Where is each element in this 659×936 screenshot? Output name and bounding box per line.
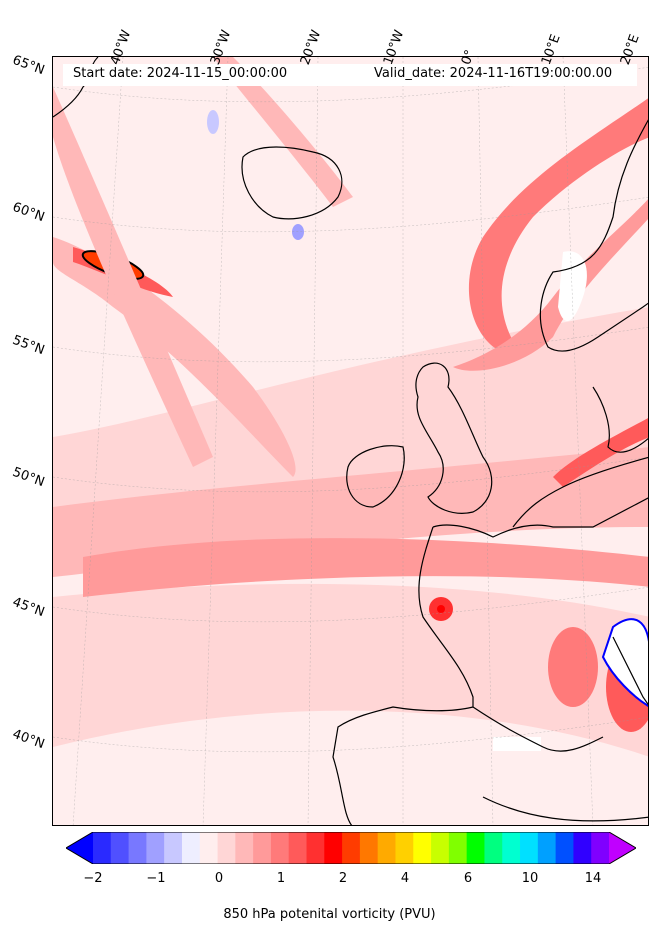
pv-streak-ne-1 [469,98,648,357]
colorbar-swatch [591,832,610,864]
pv-negative-patch-3 [493,737,541,751]
lat-label-65n: 65°N [10,52,47,79]
pv-band-medium-2 [83,538,648,597]
colorbar-tick: −1 [146,871,166,886]
lat-label-55n: 55°N [10,332,47,359]
pv-streak-ne-3 [553,418,648,487]
colorbar-swatch [324,832,343,864]
colorbar-swatch [537,832,557,864]
colorbar-swatch [181,832,201,864]
colorbar-swatch [93,832,112,864]
lat-label-50n: 50°N [10,464,47,491]
colorbar-swatch [502,832,521,864]
colorbar-swatch [288,832,308,864]
colorbar-swatch [164,832,183,864]
colorbar-swatch [573,832,592,864]
pv-negative-patch-2 [558,251,587,321]
colorbar-tick: 14 [584,871,602,886]
lat-label-40n: 40°N [10,726,47,753]
colorbar-swatch [555,832,574,864]
colorbar-tick: 0 [214,871,224,886]
colorbar-swatch [342,832,361,864]
colorbar-tick: 2 [338,871,348,886]
colorbar-swatch [253,832,272,864]
colorbar-swatch [359,832,379,864]
colorbar-swatch [448,832,468,864]
colorbar-tick: 4 [400,871,410,886]
pv-streak-ne-2 [453,199,648,371]
colorbar-swatch [235,832,254,864]
colorbar-swatch [466,832,485,864]
lat-label-45n: 45°N [10,594,47,621]
colorbar [66,832,636,864]
colorbar-extend-max [609,832,636,864]
colorbar-swatch [306,832,325,864]
pv-field-map [53,57,648,825]
colorbar-tick: −2 [83,871,103,886]
pv-streak-top [213,57,353,207]
colorbar-swatch [146,832,165,864]
colorbar-swatch [431,832,450,864]
colorbar-swatch [377,832,396,864]
lat-label-60n: 60°N [10,199,47,226]
colorbar-swatch [128,832,147,864]
colorbar-tick: 6 [463,871,473,886]
colorbar-swatch [110,832,130,864]
colorbar-extend-min [66,832,93,864]
pv-streak-left [53,87,213,467]
graticule [53,57,648,825]
colorbar-swatch [270,832,290,864]
colorbar-swatch [520,832,539,864]
pv-band-light-2 [53,583,648,757]
colorbar-tick: 10 [521,871,539,886]
colorbar-swatch [484,832,503,864]
pv-streak-nw [53,237,296,477]
colorbar-title: 850 hPa potenital vorticity (PVU) [223,907,436,922]
colorbar-swatch [199,832,219,864]
colorbar-swatch [413,832,432,864]
colorbar-swatch [395,832,414,864]
map-panel [52,56,649,826]
pv-max-med [548,627,598,707]
coastlines [53,57,648,825]
start-date-label: Start date: 2024-11-15_00:00:00 [73,66,288,81]
header-background [63,64,637,86]
colorbar-swatch [217,832,236,864]
colorbar-tick: 1 [276,871,286,886]
valid-date-label: Valid_date: 2024-11-16T19:00:00.00 [374,66,613,81]
